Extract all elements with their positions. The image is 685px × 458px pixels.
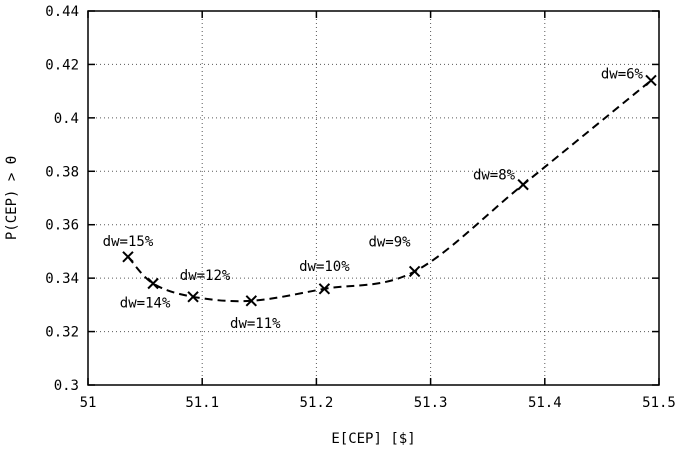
- y-axis-label: P(CEP) > Θ: [4, 156, 20, 240]
- x-axis-label: E[CEP] [$]: [331, 431, 415, 447]
- data-point-label: dw=14%: [120, 295, 171, 311]
- data-point-label: dw=15%: [103, 234, 154, 250]
- data-point-marker: [318, 283, 331, 295]
- x-tick-label: 51.4: [528, 395, 562, 411]
- plot-border: [87, 10, 660, 386]
- data-point-marker: [517, 178, 529, 191]
- y-tick-label: 0.4: [54, 111, 79, 127]
- x-tick-label: 51.5: [642, 395, 676, 411]
- x-tick-label: 51: [80, 395, 97, 411]
- data-point-label: dw=12%: [180, 268, 231, 284]
- y-tick-label: 0.34: [45, 271, 79, 287]
- y-tick-label: 0.44: [45, 4, 79, 20]
- y-tick-label: 0.38: [45, 164, 79, 180]
- data-point-marker: [645, 74, 657, 87]
- data-point-marker: [408, 265, 421, 278]
- data-point-marker: [122, 251, 134, 263]
- data-point-marker: [147, 277, 159, 290]
- x-tick-label: 51.3: [414, 395, 448, 411]
- x-tick-label: 51.1: [185, 395, 219, 411]
- data-point-marker: [187, 291, 199, 303]
- data-point-label: dw=6%: [601, 66, 644, 82]
- y-tick-label: 0.32: [45, 325, 79, 341]
- x-tick-label: 51.2: [300, 395, 334, 411]
- y-tick-label: 0.42: [45, 57, 79, 73]
- data-point-label: dw=10%: [299, 259, 350, 275]
- y-tick-label: 0.36: [45, 218, 79, 234]
- data-point-marker: [245, 295, 258, 307]
- data-point-label: dw=11%: [230, 316, 281, 332]
- data-point-label: dw=9%: [368, 234, 411, 250]
- y-tick-label: 0.3: [54, 378, 79, 394]
- data-point-label: dw=8%: [473, 168, 516, 184]
